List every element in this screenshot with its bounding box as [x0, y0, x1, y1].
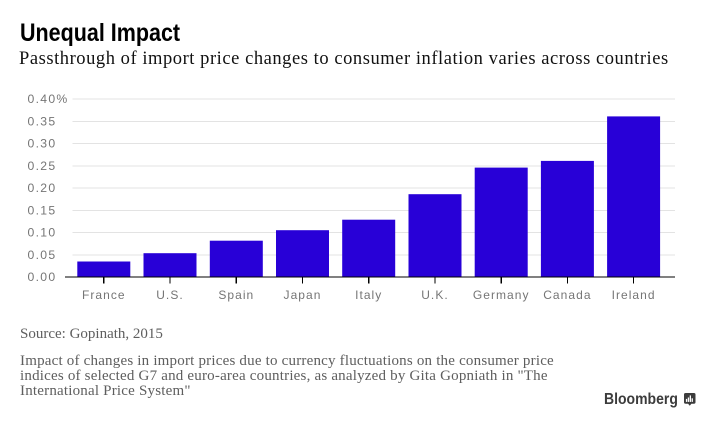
- svg-text:0.25: 0.25: [28, 159, 57, 173]
- svg-text:Italy: Italy: [355, 288, 382, 302]
- svg-text:0.40%: 0.40%: [28, 92, 69, 106]
- svg-text:U.K.: U.K.: [421, 288, 449, 302]
- svg-text:Germany: Germany: [473, 288, 530, 302]
- svg-text:Canada: Canada: [543, 288, 591, 302]
- svg-text:0.05: 0.05: [28, 248, 57, 262]
- svg-text:0.15: 0.15: [28, 204, 57, 218]
- svg-text:0.35: 0.35: [28, 115, 57, 129]
- svg-text:Spain: Spain: [218, 288, 254, 302]
- svg-text:Ireland: Ireland: [612, 288, 656, 302]
- svg-text:0.20: 0.20: [28, 181, 57, 195]
- svg-text:France: France: [82, 288, 126, 302]
- svg-text:0.10: 0.10: [28, 226, 57, 240]
- svg-text:0.30: 0.30: [28, 137, 57, 151]
- svg-text:U.S.: U.S.: [156, 288, 184, 302]
- svg-text:0.00: 0.00: [28, 270, 57, 284]
- svg-text:Japan: Japan: [284, 288, 322, 302]
